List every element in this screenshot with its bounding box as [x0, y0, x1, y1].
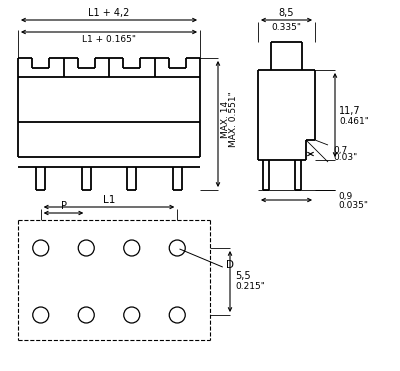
Text: 5,5: 5,5	[235, 272, 251, 282]
Text: L1: L1	[103, 195, 115, 205]
Text: 11,7: 11,7	[339, 106, 361, 116]
Text: P: P	[60, 201, 66, 211]
Text: 0.335": 0.335"	[272, 23, 302, 33]
Text: MAX. 14: MAX. 14	[220, 101, 230, 138]
Text: 8,5: 8,5	[279, 8, 294, 18]
Text: L1 + 0.165": L1 + 0.165"	[82, 36, 136, 45]
Text: 0.461": 0.461"	[339, 116, 369, 125]
Text: D: D	[226, 260, 234, 270]
Text: 0.03": 0.03"	[333, 154, 357, 162]
Text: 0.215": 0.215"	[235, 282, 265, 291]
Text: 0,7: 0,7	[333, 145, 347, 154]
Text: 0.035": 0.035"	[338, 201, 368, 210]
Text: MAX. 0.551": MAX. 0.551"	[228, 91, 238, 147]
Text: L1 + 4,2: L1 + 4,2	[88, 8, 130, 18]
Text: 0,9: 0,9	[338, 191, 352, 200]
